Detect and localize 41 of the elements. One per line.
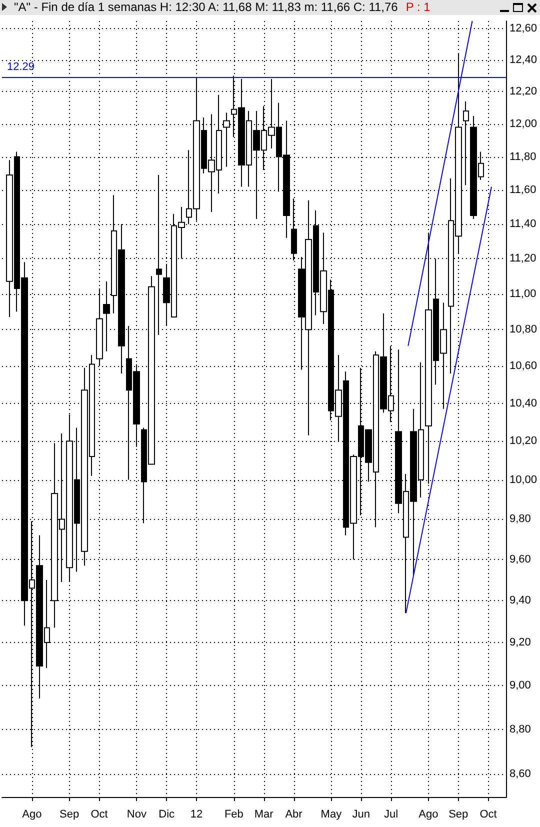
y-tick-label: 8,60 [509,768,531,780]
y-tick-label: 9,20 [509,636,531,649]
x-tick-label: Ago [418,808,438,820]
x-tick-label: Jun [352,808,370,820]
y-tick-label: 8,80 [509,723,531,736]
y-tick-label: 10,60 [509,360,538,372]
chart-title: "A" - Fin de día 1 semanas H: 12:30 A: 11,68 M: 11,83 m: 11,66 C: 11,76 [14,0,398,14]
x-tick-label: 12 [190,808,203,820]
y-tick-label: 12,40 [509,54,538,66]
x-tick-label: Dic [158,808,176,820]
x-tick-label: May [320,808,342,820]
x-tick-label: Feb [224,808,244,820]
x-tick-label: Ago [22,808,42,820]
x-tick-label: Abr [285,808,303,820]
candlestick [103,280,110,352]
y-tick-label: 12,20 [509,86,538,98]
y-tick-label: 10,20 [509,435,538,448]
x-tick-label: Nov [126,808,147,820]
x-tick-label: Oct [480,808,497,820]
text: P : 1 [406,0,430,14]
candlestick [156,174,162,336]
x-tick-label: Mar [254,808,274,820]
y-tick-label: 11,00 [509,288,536,300]
y-tick-label: 12,60 [509,22,538,35]
y-tick-label: 10,80 [509,324,538,336]
x-tick-label: Oct [90,808,108,820]
y-tick-label: 9,40 [509,594,531,607]
y-tick-label: 11,80 [509,150,536,163]
y-tick-label: 11,20 [509,252,536,265]
y-tick-label: 9,00 [509,679,531,692]
y-tick-label: 10,00 [509,474,538,486]
x-tick-label: Sep [448,808,468,820]
ref-line-label: 12.29 [7,60,35,73]
y-tick-label: 10,40 [509,397,538,410]
y-tick-label: 11,60 [509,184,536,196]
y-tick-label: 12,00 [509,118,538,130]
y-tick-label: 9,80 [509,513,531,526]
x-tick-label: Sep [60,808,80,820]
y-tick-label: 11,40 [509,218,536,230]
x-tick-label: Jul [384,808,398,820]
y-tick-label: 9,60 [509,553,531,566]
